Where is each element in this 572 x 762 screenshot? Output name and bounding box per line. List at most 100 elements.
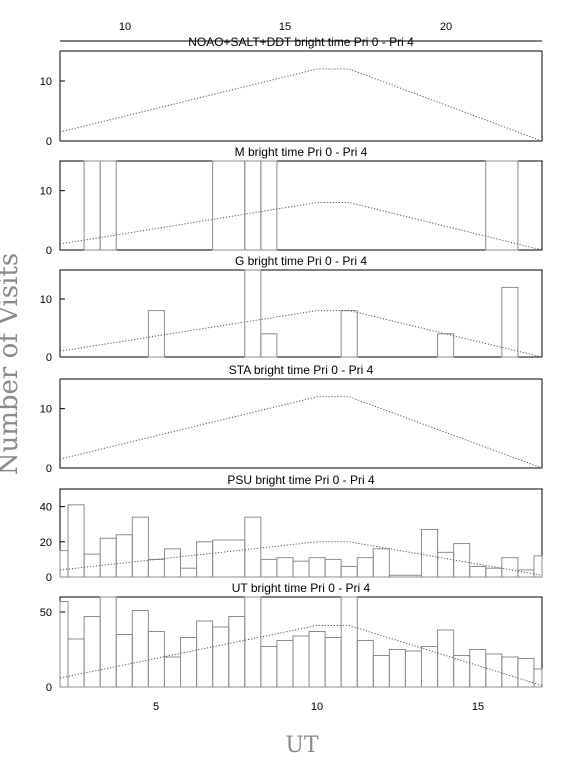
y-tick-label: 10	[40, 404, 52, 416]
panel-title: G bright time Pri 0 - Pri 4	[235, 254, 367, 268]
histogram-bin	[501, 286, 519, 358]
histogram-bin	[99, 537, 117, 578]
histogram-bin	[244, 160, 262, 251]
histogram-bin	[292, 635, 310, 688]
histogram-bin	[292, 560, 310, 578]
histogram-bin	[388, 574, 423, 578]
histogram-bin	[260, 160, 278, 251]
histogram-bin	[453, 655, 471, 688]
histogram-bin	[437, 333, 455, 358]
top-axis: 10 15 20	[60, 21, 542, 42]
histogram-bin	[131, 516, 149, 578]
histogram-bin	[533, 555, 543, 578]
histogram-bin	[517, 569, 535, 578]
histogram-bin	[131, 610, 149, 688]
available-time-curve	[59, 68, 543, 142]
histogram-bin	[212, 539, 246, 578]
histogram-bin	[212, 160, 246, 251]
y-tick-label: 10	[40, 294, 52, 306]
histogram-bin	[533, 668, 543, 688]
histogram-bin	[324, 558, 342, 578]
y-tick-label: 0	[46, 136, 52, 148]
y-tick-label: 50	[40, 607, 52, 619]
histogram-bin	[340, 565, 358, 578]
histogram-bin	[83, 160, 101, 251]
histogram-bin	[324, 637, 342, 688]
histogram-bin	[99, 160, 117, 251]
y-tick-label: 0	[46, 682, 52, 694]
histogram-bin	[99, 596, 117, 688]
histogram-bin	[228, 616, 246, 688]
panel-title: NOAO+SALT+DDT bright time Pri 0 - Pri 4	[188, 35, 414, 49]
histogram-bin	[388, 649, 406, 688]
histogram-bin	[340, 596, 358, 688]
histogram-bin	[276, 640, 294, 688]
panel: PSU bright time Pri 0 - Pri 4 0 20 40	[40, 473, 543, 584]
y-tick-label: 40	[40, 502, 52, 514]
histogram-bin	[83, 553, 101, 578]
panel-title: M bright time Pri 0 - Pri 4	[235, 145, 368, 159]
histogram-bin	[356, 557, 374, 578]
panels: NOAO+SALT+DDT bright time Pri 0 - Pri 4 0…	[40, 35, 543, 694]
histogram-bin	[196, 541, 214, 578]
histogram-bin	[147, 310, 165, 358]
y-tick-label: 10	[40, 76, 52, 88]
panel: STA bright time Pri 0 - Pri 4 0 10	[40, 363, 543, 475]
histogram-bin	[276, 557, 294, 578]
y-tick-label: 20	[40, 537, 52, 549]
histogram-bin	[437, 629, 455, 688]
bottom-tick-label: 5	[153, 701, 159, 713]
panel: G bright time Pri 0 - Pri 4 0 10	[40, 254, 543, 364]
histogram-bin	[469, 565, 487, 578]
panel: UT bright time Pri 0 - Pri 4 0 50	[40, 581, 543, 694]
panel-frame	[59, 378, 543, 469]
histogram-bin	[260, 646, 278, 688]
histogram-bin	[517, 658, 535, 688]
available-time-curve	[59, 541, 543, 576]
histogram-bin	[115, 534, 133, 578]
histogram-bin	[67, 638, 85, 688]
histogram-bin	[501, 557, 519, 578]
histogram-bin	[180, 637, 198, 688]
available-time-curve	[59, 396, 543, 469]
histogram-bin	[260, 558, 278, 578]
histogram-bin	[244, 516, 262, 578]
panel: NOAO+SALT+DDT bright time Pri 0 - Pri 4 0…	[40, 35, 543, 148]
histogram-bin	[59, 601, 69, 688]
y-tick-label: 0	[46, 352, 52, 364]
histogram-bin	[212, 626, 230, 688]
panel-title: STA bright time Pri 0 - Pri 4	[229, 363, 374, 377]
panel-title: PSU bright time Pri 0 - Pri 4	[227, 473, 375, 487]
histogram-bin	[421, 528, 439, 578]
y-tick-label: 0	[46, 245, 52, 257]
histogram-bin	[83, 616, 101, 688]
histogram-bin	[115, 634, 133, 688]
bottom-tick-label: 10	[311, 701, 323, 713]
histogram-bin	[244, 269, 262, 358]
y-axis-label: Number of Visits	[0, 253, 24, 476]
histogram-bin	[67, 504, 85, 578]
panel-frame	[59, 50, 543, 142]
histogram-bin	[485, 653, 503, 688]
histogram-bin	[180, 567, 198, 578]
histogram-bin	[147, 558, 165, 578]
top-tick-label: 20	[440, 21, 452, 33]
histogram-bin	[260, 333, 278, 358]
histogram-bin	[340, 310, 358, 358]
histogram-bin	[501, 656, 519, 688]
panel-title: UT bright time Pri 0 - Pri 4	[232, 581, 371, 595]
y-tick-label: 0	[46, 463, 52, 475]
y-tick-label: 10	[40, 186, 52, 198]
panel-frame	[59, 269, 543, 358]
histogram-bin	[147, 631, 165, 688]
available-time-curve	[59, 310, 543, 358]
histogram-bin	[356, 640, 374, 688]
histogram-bin	[308, 631, 326, 688]
top-tick-label: 15	[279, 21, 291, 33]
histogram-bin	[196, 620, 214, 688]
histogram-bin	[404, 650, 422, 688]
histogram-bin	[244, 596, 262, 688]
histogram-bin	[372, 655, 390, 688]
histogram-bin	[163, 656, 181, 688]
